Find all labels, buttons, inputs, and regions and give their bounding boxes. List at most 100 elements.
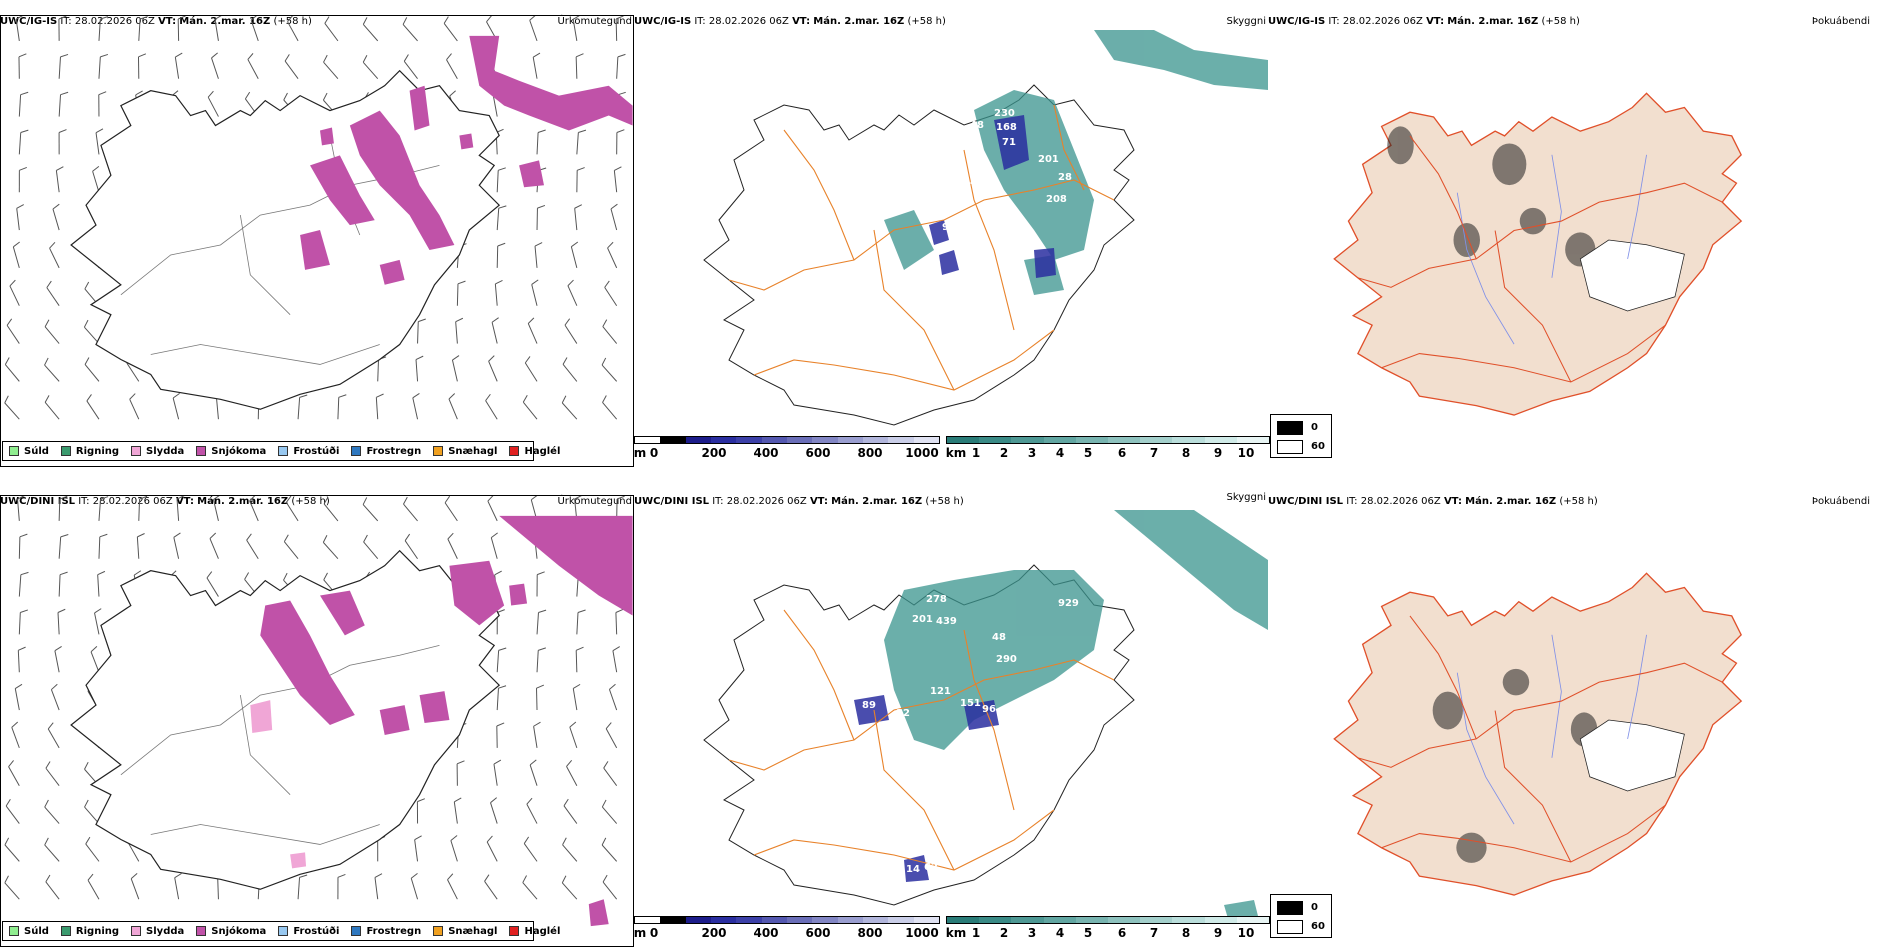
- wind-barb-flag: [456, 760, 465, 765]
- wind-barb: [604, 287, 618, 306]
- ceiling-label: 96: [982, 704, 996, 715]
- wind-barb: [92, 171, 100, 193]
- colorbar-tick: 400: [753, 446, 779, 460]
- wind-barb: [176, 499, 180, 521]
- wind-barb-flag: [446, 53, 452, 61]
- colorbar-tick: 400: [753, 926, 779, 940]
- wind-barb: [494, 283, 498, 306]
- wind-barb-flag: [486, 16, 492, 23]
- panel-header: UWC/IG-IS IT: 28.02.2026 06Z VT: Mán. 2.…: [1268, 14, 1900, 30]
- ceiling-label: 22: [896, 708, 910, 719]
- wind-barb-flag: [497, 242, 506, 247]
- wind-barb-flag: [8, 760, 14, 767]
- legend-label: Frostúði: [293, 445, 340, 457]
- wind-barb-flag: [537, 129, 546, 133]
- panel-header: UWC/IG-IS IT: 28.02.2026 06Z VT: Mán. 2.…: [634, 14, 1268, 30]
- colorbar-tick: 6: [1117, 446, 1127, 460]
- wind-barb: [206, 577, 219, 597]
- wind-barb: [250, 20, 259, 42]
- colorbar-unit: km: [945, 446, 967, 460]
- colorbar-tick: 3: [1027, 926, 1037, 940]
- fog-rivers: [1456, 634, 1647, 825]
- legend-item-hail: Haglél: [509, 446, 560, 457]
- ceiling-label: 208: [1046, 194, 1067, 205]
- wind-barb: [610, 208, 618, 231]
- wind-barb-flag: [92, 165, 100, 172]
- wind-barb-flag: [85, 836, 91, 845]
- wind-barb: [404, 540, 418, 560]
- colorbar-tick: 9: [1213, 446, 1223, 460]
- legend-item-snow-pellets: Snæhagl: [433, 446, 497, 457]
- wind-barb: [362, 24, 379, 42]
- wind-barb-flag: [16, 204, 24, 209]
- wind-barb: [55, 170, 60, 193]
- wind-barb: [174, 56, 180, 79]
- wind-barb-flag: [87, 873, 94, 881]
- wind-barb-flag: [575, 53, 584, 58]
- colorbar-tick: 5: [1083, 926, 1093, 940]
- wind-barb-flag: [538, 609, 547, 614]
- wind-barb-flag: [374, 873, 383, 878]
- wind-barb-flag: [49, 242, 56, 249]
- panel-title: Úrkomutegund: [557, 496, 632, 507]
- legend-label: Súld: [24, 925, 49, 937]
- row-1: UWC/IG-IS IT: 28.02.2026 06Z VT: Mán. 2.…: [0, 14, 1900, 467]
- ceiling-label: 201: [1038, 154, 1059, 165]
- valid-time: Mán. 2.mar. 16Z: [179, 16, 271, 27]
- wind-barb-flag: [452, 355, 460, 361]
- wind-barb-flag: [18, 646, 26, 651]
- wind-barb: [207, 96, 219, 117]
- wind-barb: [374, 877, 379, 900]
- wind-barb-flag: [60, 534, 69, 538]
- wind-barb: [84, 364, 100, 382]
- wind-barb: [44, 844, 60, 862]
- legend-label: Snjókoma: [211, 925, 267, 937]
- fog-legend: 0 60: [1270, 414, 1332, 458]
- wind-barb-flag: [563, 798, 569, 807]
- wind-barb: [534, 246, 538, 268]
- wind-barb: [533, 726, 538, 748]
- wind-barb-flag: [129, 393, 136, 400]
- wind-barb-flag: [574, 204, 583, 209]
- wind-barb-flag: [444, 496, 451, 504]
- wind-barb: [484, 881, 498, 900]
- fog-legend-label: 60: [1311, 921, 1325, 932]
- wind-barb: [18, 612, 21, 635]
- wind-barb: [607, 247, 618, 269]
- fog-legend-label: 0: [1311, 902, 1318, 913]
- wind-barb: [572, 19, 578, 41]
- wind-barb: [524, 362, 538, 382]
- wind-barb-flag: [602, 874, 608, 883]
- wind-barb-flag: [447, 532, 454, 540]
- wind-barb: [572, 688, 578, 711]
- wind-barb-flag: [574, 496, 582, 500]
- wind-barb: [563, 805, 578, 824]
- legend-item-freezing-drizzle: Frostúði: [278, 926, 339, 937]
- wind-barb: [98, 536, 101, 559]
- row-2: UWC/DINI ISL IT: 28.02.2026 06Z VT: Mán.…: [0, 492, 1900, 947]
- wind-barb: [174, 877, 180, 900]
- wind-barb-flag: [609, 683, 616, 690]
- wind-barb-flag: [527, 317, 535, 324]
- wind-barb: [415, 359, 419, 382]
- wind-barb-flag: [299, 874, 308, 878]
- wind-barb-flag: [376, 393, 384, 398]
- ceiling-colorbar: m 0 200 400 600 800 1000: [634, 916, 940, 950]
- valid-time-label: VT:: [809, 496, 828, 507]
- wind-barb-flag: [403, 496, 408, 505]
- legend-label: Frostregn: [366, 445, 422, 457]
- precip-panel-2: UWC/DINI ISL IT: 28.02.2026 06Z VT: Mán.…: [0, 494, 634, 947]
- fog-panel-1: UWC/IG-IS IT: 28.02.2026 06Z VT: Mán. 2.…: [1268, 14, 1900, 464]
- wind-barb: [575, 56, 578, 79]
- wind-barb: [362, 504, 379, 522]
- wind-barb: [54, 650, 60, 673]
- legend-swatch: [278, 446, 289, 456]
- wind-barb-flag: [537, 571, 545, 576]
- model-name: UWC/DINI ISL: [634, 496, 710, 507]
- wind-barb-flag: [616, 129, 625, 133]
- wind-barb-flag: [601, 799, 607, 808]
- colorbar-tick: 600: [805, 926, 831, 940]
- wind-barb: [576, 612, 579, 635]
- valid-time-label: VT:: [158, 16, 177, 27]
- wind-barb-flag: [51, 683, 58, 690]
